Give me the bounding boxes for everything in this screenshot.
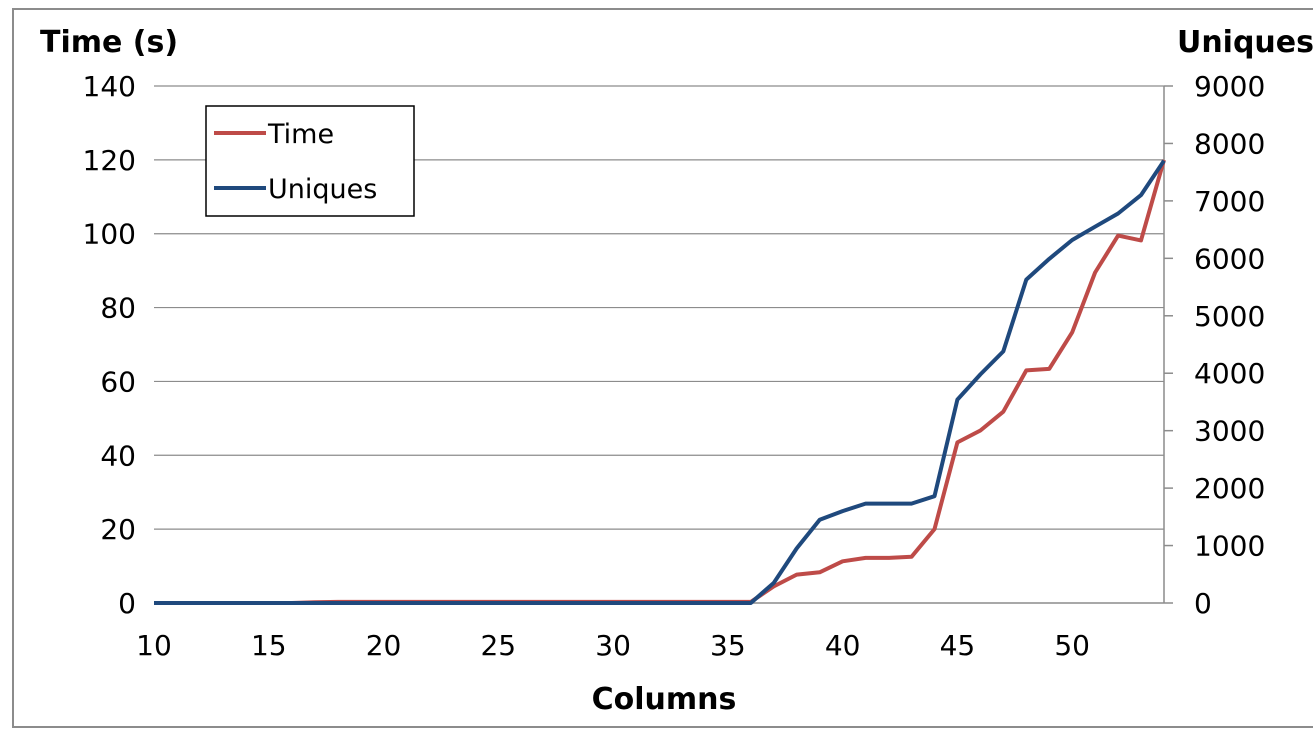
y-right-tick-label: 1000	[1194, 530, 1265, 563]
y-left-tick-label: 80	[100, 292, 136, 325]
x-tick-label: 10	[136, 629, 172, 662]
axis-ticks: 0 20 40 60 80 100 120 140 0 1000 2000 3000 4000 5000 6…	[83, 70, 1266, 662]
chart-frame: 0 20 40 60 80 100 120 140 0 1000 2000 3000 4000 5000 6…	[12, 8, 1313, 728]
series-line-uniques	[154, 159, 1166, 605]
legend-label-uniques: Uniques	[268, 174, 377, 205]
y-left-tick-label: 140	[83, 70, 136, 103]
y-left-tick-label: 40	[100, 439, 136, 472]
series-lines	[154, 159, 1166, 605]
x-tick-label: 45	[940, 629, 976, 662]
legend-label-time: Time	[267, 119, 334, 150]
y-left-tick-label: 120	[83, 144, 136, 177]
x-tick-label: 50	[1054, 629, 1090, 662]
y-right-tick-label: 7000	[1194, 185, 1265, 218]
y-left-tick-label: 100	[83, 218, 136, 251]
legend: Time Uniques	[205, 105, 415, 217]
y-left-axis-title: Time (s)	[40, 25, 178, 60]
y-right-tick-label: 9000	[1194, 70, 1265, 103]
x-tick-label: 15	[251, 629, 287, 662]
y-right-tick-label: 0	[1194, 587, 1212, 620]
x-axis-title: Columns	[592, 682, 737, 717]
x-tick-label: 25	[480, 629, 516, 662]
legend-box	[205, 105, 415, 217]
y-left-tick-label: 60	[100, 365, 136, 398]
x-tick-label: 35	[710, 629, 746, 662]
y-right-tick-label: 8000	[1194, 127, 1265, 160]
x-tick-label: 20	[366, 629, 402, 662]
line-chart: 0 20 40 60 80 100 120 140 0 1000 2000 3000 4000 5000 6…	[40, 25, 1313, 717]
y-right-tick-label: 3000	[1194, 415, 1265, 448]
x-tick-label: 40	[825, 629, 861, 662]
y-right-tick-label: 5000	[1194, 300, 1265, 333]
x-tick-label: 30	[595, 629, 631, 662]
y-right-tick-label: 4000	[1194, 357, 1265, 390]
y-left-tick-label: 20	[100, 513, 136, 546]
y-right-tick-label: 2000	[1194, 472, 1265, 505]
y-right-axis-title: Uniques	[1177, 25, 1313, 60]
y-left-tick-label: 0	[118, 587, 136, 620]
y-right-tick-label: 6000	[1194, 242, 1265, 275]
